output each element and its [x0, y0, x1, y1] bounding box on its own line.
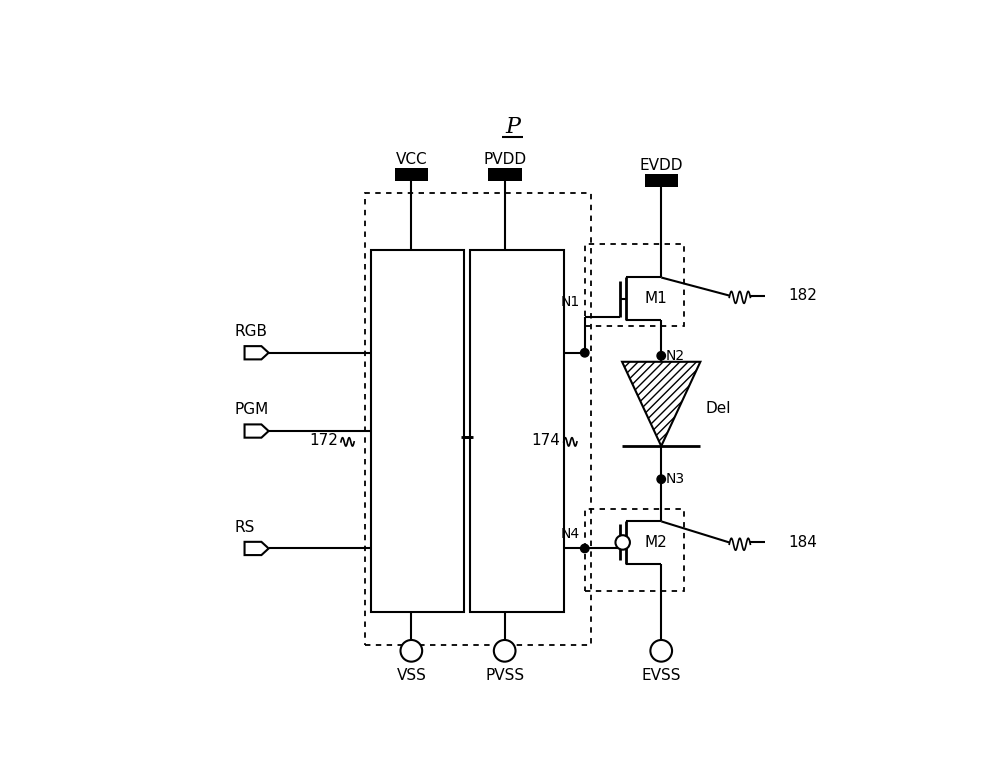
- Polygon shape: [245, 425, 269, 438]
- Text: M1: M1: [645, 291, 668, 306]
- Bar: [488, 168, 522, 181]
- Circle shape: [494, 640, 516, 662]
- Circle shape: [581, 544, 589, 553]
- Text: P: P: [505, 116, 520, 138]
- Circle shape: [581, 349, 589, 357]
- Text: RS: RS: [234, 520, 255, 535]
- Text: 182: 182: [788, 288, 817, 303]
- Circle shape: [615, 535, 630, 550]
- Text: N1: N1: [561, 296, 580, 310]
- Polygon shape: [245, 346, 269, 360]
- Text: Del: Del: [705, 401, 731, 416]
- Text: N4: N4: [561, 527, 580, 541]
- Bar: [645, 174, 678, 187]
- Text: VSS: VSS: [396, 668, 426, 683]
- Text: 184: 184: [788, 535, 817, 550]
- Bar: [365, 193, 591, 645]
- Text: RGB: RGB: [234, 325, 267, 339]
- Text: M2: M2: [645, 535, 668, 550]
- Polygon shape: [245, 542, 269, 555]
- Bar: [371, 250, 464, 612]
- Text: EVDD: EVDD: [639, 158, 683, 174]
- Bar: [585, 244, 684, 325]
- Circle shape: [401, 640, 422, 662]
- Text: N2: N2: [666, 349, 685, 363]
- Text: EVSS: EVSS: [641, 668, 681, 683]
- Circle shape: [657, 352, 665, 360]
- Text: VCC: VCC: [396, 152, 427, 167]
- Bar: [585, 509, 684, 590]
- Text: N3: N3: [666, 472, 685, 486]
- Bar: [470, 250, 564, 612]
- Text: PVDD: PVDD: [483, 152, 526, 167]
- Circle shape: [657, 475, 665, 483]
- Circle shape: [650, 640, 672, 662]
- Text: PGM: PGM: [234, 403, 269, 418]
- Text: PVSS: PVSS: [485, 668, 524, 683]
- Text: 174: 174: [532, 432, 561, 447]
- Text: 172: 172: [309, 432, 338, 447]
- Bar: [395, 168, 428, 181]
